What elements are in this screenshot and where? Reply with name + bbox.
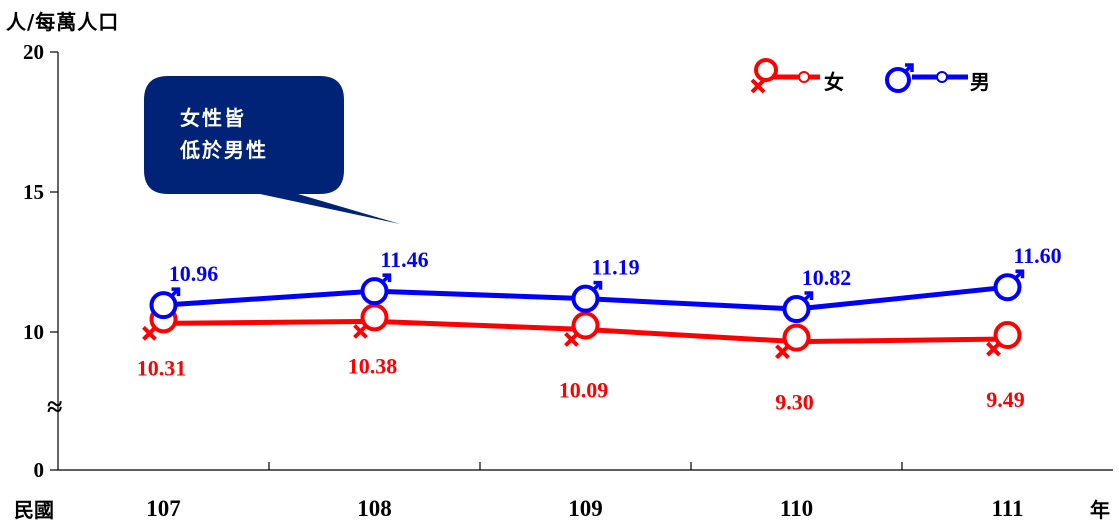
female-marker-icon bbox=[775, 323, 811, 360]
data-label-male: 11.60 bbox=[1013, 243, 1061, 268]
data-label-female: 10.31 bbox=[137, 355, 187, 380]
x-axis-label-left: 民國 bbox=[14, 498, 54, 522]
y-tick-label: 20 bbox=[23, 40, 44, 64]
axis-break-icon: ≈ bbox=[47, 392, 62, 423]
y-axis-label: 人/每萬人口 bbox=[6, 10, 120, 34]
female-marker-icon bbox=[986, 321, 1022, 357]
female-marker-icon bbox=[353, 303, 389, 339]
x-tick-label: 111 bbox=[992, 496, 1024, 521]
y-tick-label: 0 bbox=[34, 458, 45, 482]
data-label-female: 9.30 bbox=[775, 390, 814, 415]
annotation-text: 女性皆 低於男性 bbox=[180, 102, 350, 166]
data-label-male: 11.19 bbox=[591, 255, 639, 280]
y-tick-label: 15 bbox=[23, 180, 44, 204]
legend-female-icon bbox=[750, 58, 820, 94]
x-ticks: 107 108 109 110 111 bbox=[146, 462, 1023, 521]
annotation-line-2: 低於男性 bbox=[180, 138, 268, 162]
x-tick-label: 109 bbox=[568, 496, 603, 521]
data-label-female: 10.09 bbox=[559, 377, 609, 402]
annotation-line-1: 女性皆 bbox=[180, 106, 246, 130]
annotation-bubble bbox=[144, 76, 400, 224]
data-label-male: 10.96 bbox=[169, 261, 219, 286]
male-marker-icon bbox=[993, 269, 1025, 302]
x-tick-label: 110 bbox=[780, 496, 813, 521]
y-ticks: 0 10 15 20 bbox=[23, 40, 58, 482]
data-label-male: 10.82 bbox=[802, 265, 852, 290]
data-label-female: 10.38 bbox=[348, 353, 398, 378]
x-axis-label-right: 年 bbox=[1090, 498, 1110, 522]
legend-label-male: 男 bbox=[970, 70, 990, 94]
male-marker-icon bbox=[571, 280, 603, 313]
series-layer bbox=[142, 269, 1025, 360]
x-tick-label: 107 bbox=[146, 496, 181, 521]
y-tick-label: 10 bbox=[23, 320, 44, 344]
female-marker-icon bbox=[564, 311, 600, 347]
male-marker-icon bbox=[149, 287, 181, 320]
data-label-female: 9.49 bbox=[986, 387, 1025, 412]
male-marker-icon bbox=[360, 273, 392, 306]
legend-label-female: 女 bbox=[824, 70, 844, 94]
data-label-male: 11.46 bbox=[380, 247, 428, 272]
legend-male-icon bbox=[885, 63, 968, 93]
legend bbox=[750, 58, 968, 94]
data-labels: 10.31 10.38 10.09 9.30 9.49 10.96 11.46 11.19 10… bbox=[137, 243, 1062, 414]
x-tick-label: 108 bbox=[357, 496, 392, 521]
male-marker-icon bbox=[782, 291, 814, 324]
